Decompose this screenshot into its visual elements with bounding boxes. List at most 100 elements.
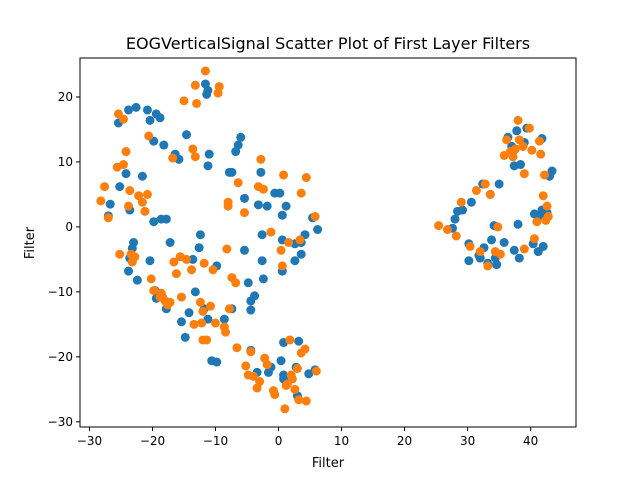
scatter-point-s0-120: [516, 160, 526, 170]
scatter-point-s1-18: [144, 131, 154, 141]
scatter-point-s1-110: [495, 249, 505, 259]
points-layer: [96, 66, 557, 414]
scatter-point-s0-55: [239, 193, 249, 203]
scatter-point-s0-13: [137, 171, 147, 181]
scatter-point-s1-60: [232, 343, 242, 353]
scatter-point-s0-5: [124, 105, 134, 115]
scatter-point-s1-44: [199, 258, 209, 268]
scatter-point-s1-77: [276, 245, 286, 255]
scatter-point-s1-117: [514, 135, 524, 145]
scatter-point-s1-9: [124, 201, 134, 211]
scatter-point-s1-97: [311, 366, 321, 376]
scatter-point-s1-19: [146, 274, 156, 284]
scatter-point-s1-86: [287, 374, 297, 384]
scatter-point-s1-84: [285, 335, 295, 345]
scatter-point-s0-68: [262, 201, 272, 211]
scatter-point-s1-46: [202, 335, 212, 345]
x-tick-label: −30: [77, 434, 102, 448]
scatter-point-s1-57: [224, 304, 234, 314]
scatter-point-s1-71: [258, 184, 268, 194]
y-tick-label: 0: [65, 220, 73, 234]
scatter-point-s1-39: [190, 80, 200, 90]
scatter-point-s0-47: [212, 357, 222, 367]
scatter-point-s1-119: [519, 244, 529, 254]
scatter-point-s1-122: [527, 145, 537, 155]
scatter-point-s0-60: [246, 305, 256, 315]
scatter-point-s1-45: [200, 66, 210, 76]
scatter-point-s1-28: [169, 257, 179, 267]
scatter-point-s1-74: [266, 227, 276, 237]
scatter-point-s1-65: [246, 347, 256, 357]
scatter-point-s1-105: [480, 179, 490, 189]
scatter-point-s1-103: [471, 186, 481, 196]
scatter-point-s1-29: [171, 269, 181, 279]
scatter-point-s0-22: [149, 217, 159, 227]
scatter-point-s1-61: [233, 178, 243, 188]
scatter-point-s0-109: [492, 260, 502, 270]
scatter-point-s1-33: [182, 254, 192, 264]
scatter-point-s0-64: [256, 167, 266, 177]
scatter-point-s1-59: [231, 278, 241, 288]
scatter-point-s0-23: [145, 256, 155, 266]
scatter-point-s1-115: [511, 144, 520, 154]
scatter-point-s1-62: [239, 208, 249, 218]
scatter-point-s1-99: [442, 225, 452, 235]
scatter-point-s1-27: [168, 153, 178, 163]
scatter-point-s1-94: [301, 173, 311, 183]
y-tick-label: −30: [48, 415, 73, 429]
scatter-point-s1-0: [96, 196, 106, 206]
scatter-point-s1-127: [538, 191, 548, 201]
scatter-point-s0-27: [165, 238, 175, 247]
scatter-point-s1-36: [189, 319, 199, 329]
x-tick-label: 40: [523, 434, 538, 448]
scatter-point-s1-107: [485, 189, 495, 199]
scatter-point-s0-101: [475, 253, 485, 263]
scatter-point-s1-91: [296, 188, 306, 198]
scatter-point-s0-96: [458, 205, 468, 215]
scatter-point-s1-10: [125, 186, 135, 196]
scatter-point-s1-80: [280, 404, 290, 414]
scatter-point-s0-85: [294, 336, 304, 346]
scatter-point-s1-125: [534, 136, 544, 146]
scatter-point-s0-50: [227, 167, 237, 177]
x-tick-label: −10: [203, 434, 228, 448]
scatter-point-s0-118: [513, 219, 523, 229]
scatter-point-s1-93: [300, 344, 310, 354]
scatter-point-s1-40: [195, 297, 205, 307]
scatter-point-s1-102: [465, 241, 475, 251]
scatter-point-s0-36: [194, 243, 204, 253]
scatter-point-s1-73: [262, 360, 272, 370]
chart-title: EOGVerticalSignal Scatter Plot of First …: [126, 34, 530, 53]
scatter-point-s1-100: [451, 231, 461, 241]
scatter-point-s1-7: [118, 160, 128, 170]
scatter-point-s0-34: [188, 254, 198, 264]
scatter-point-s0-73: [277, 210, 287, 220]
scatter-point-s1-16: [140, 206, 150, 216]
scatter-point-s1-48: [208, 265, 218, 275]
scatter-point-s0-117: [512, 126, 522, 136]
x-axis: −30 −20 −10 0 10 20 30 40: [77, 427, 538, 448]
scatter-point-s1-79: [279, 170, 289, 180]
scatter-point-s0-37: [195, 230, 205, 240]
scatter-point-s1-5: [115, 249, 125, 259]
x-tick-label: 0: [275, 434, 283, 448]
scatter-point-s0-110: [494, 179, 504, 189]
scatter-point-s0-57: [243, 278, 253, 288]
scatter-point-s1-15: [137, 197, 147, 207]
y-axis: −30 −20 −10 0 10 20: [48, 90, 80, 429]
scatter-point-s1-78: [277, 261, 287, 271]
scatter-point-s1-76: [270, 390, 280, 400]
scatter-point-s1-43: [198, 306, 208, 316]
scatter-point-s1-118: [518, 141, 528, 151]
scatter-point-s0-48: [219, 314, 229, 324]
scatter-point-s1-89: [294, 395, 304, 405]
scatter-point-s0-106: [487, 235, 497, 245]
scatter-point-s0-116: [509, 245, 519, 255]
scatter-point-s0-33: [184, 308, 194, 318]
scatter-point-s1-95: [301, 396, 311, 406]
scatter-point-s1-83: [284, 238, 294, 247]
scatter-point-s0-21: [161, 214, 171, 224]
scatter-point-s1-8: [121, 147, 131, 157]
scatter-point-s0-111: [499, 238, 509, 247]
